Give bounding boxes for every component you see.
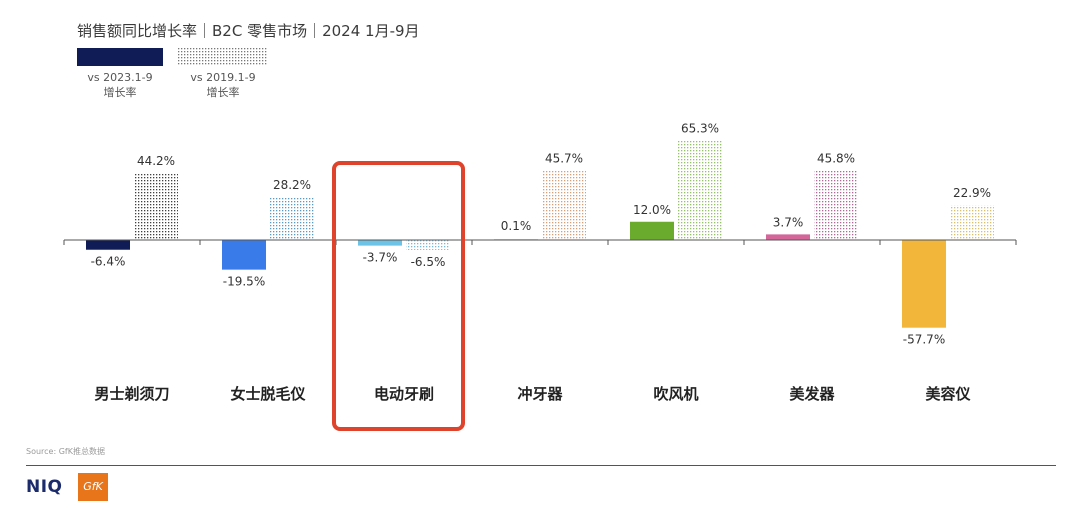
category-label-cat-2: 电动牙刷 bbox=[374, 385, 434, 403]
category-label-cat-4: 吹风机 bbox=[653, 385, 698, 403]
data-label-2019-cat-6: 22.9% bbox=[953, 186, 991, 200]
category-label-cat-6: 美容仪 bbox=[925, 385, 971, 403]
bar-2019-cat-4 bbox=[678, 140, 722, 240]
data-label-2019-cat-4: 65.3% bbox=[681, 122, 719, 136]
bar-2023-cat-1 bbox=[222, 240, 266, 270]
data-label-2023-cat-1: -19.5% bbox=[223, 275, 265, 289]
bar-2023-cat-2 bbox=[358, 240, 402, 246]
bar-2019-cat-0 bbox=[134, 172, 178, 240]
chart-title: 销售额同比增长率｜B2C 零售市场｜2024 1月-9月 bbox=[77, 22, 420, 40]
bar-2023-cat-4 bbox=[630, 221, 674, 240]
bar-2019-cat-3 bbox=[542, 170, 586, 240]
bar-chart: -6.4% 44.2% 男士剃须刀 -19.5% 28.2% 女士脱毛仪 -3.7% -6.5… bbox=[63, 122, 1017, 403]
data-label-2023-cat-5: 3.7% bbox=[773, 215, 804, 229]
footer-divider bbox=[26, 465, 1056, 466]
legend-swatch-2023 bbox=[77, 48, 163, 66]
category-label-cat-0: 男士剃须刀 bbox=[94, 385, 169, 403]
data-label-2023-cat-0: -6.4% bbox=[91, 255, 126, 269]
data-label-2023-cat-4: 12.0% bbox=[633, 203, 671, 217]
bar-2019-cat-6 bbox=[950, 205, 994, 240]
bar-2019-cat-1 bbox=[270, 197, 314, 240]
bar-2023-cat-5 bbox=[766, 234, 810, 240]
highlight-box bbox=[332, 161, 465, 431]
category-label-cat-3: 冲牙器 bbox=[517, 385, 563, 403]
bar-2023-cat-0 bbox=[86, 240, 130, 250]
data-label-2019-cat-0: 44.2% bbox=[137, 154, 175, 168]
data-label-2019-cat-3: 45.7% bbox=[545, 152, 583, 166]
legend-label-2019: vs 2019.1-9 增长率 bbox=[178, 70, 268, 100]
bar-2019-cat-2 bbox=[406, 240, 450, 250]
data-label-2019-cat-2: -6.5% bbox=[411, 255, 446, 269]
category-label-cat-1: 女士脱毛仪 bbox=[230, 385, 306, 403]
legend-label-2023-line1: vs 2023.1-9 bbox=[87, 71, 153, 84]
category-label-cat-5: 美发器 bbox=[789, 385, 835, 403]
legend-label-2023-line2: 增长率 bbox=[103, 86, 137, 99]
legend-label-2023: vs 2023.1-9 增长率 bbox=[77, 70, 163, 100]
legend-label-2019-line2: 增长率 bbox=[206, 86, 240, 99]
legend-swatch-2019 bbox=[178, 48, 268, 66]
gfk-logo: GfK bbox=[78, 473, 108, 501]
source-note: Source: GfK推总数据 bbox=[26, 447, 105, 456]
data-label-2023-cat-2: -3.7% bbox=[363, 251, 398, 265]
bar-2023-cat-6 bbox=[902, 240, 946, 328]
niq-logo: NIQ bbox=[26, 477, 63, 497]
data-label-2019-cat-1: 28.2% bbox=[273, 178, 311, 192]
legend-label-2019-line1: vs 2019.1-9 bbox=[190, 71, 256, 84]
bar-2019-cat-5 bbox=[814, 170, 858, 240]
data-label-2023-cat-3: 0.1% bbox=[501, 219, 532, 233]
data-label-2019-cat-5: 45.8% bbox=[817, 151, 855, 165]
data-label-2023-cat-6: -57.7% bbox=[903, 333, 945, 347]
